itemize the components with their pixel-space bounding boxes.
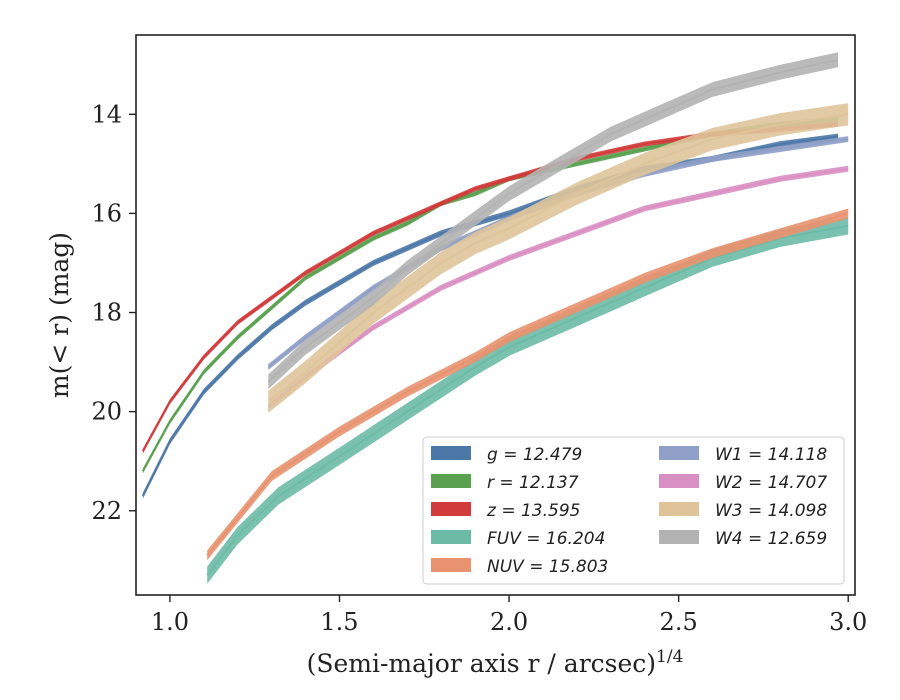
y-tick-label: 16 [91,199,122,227]
series-line-fuv [206,224,849,576]
legend-label-r: r = 12.137 [487,473,579,493]
series-band-z [142,121,839,454]
legend-label-w2: W2 = 14.707 [715,473,827,493]
legend-swatch-g [431,446,471,460]
legend-swatch-w1 [659,446,699,460]
x-tick-label: 3.0 [829,608,867,636]
x-axis-label-main: (Semi-major axis r / arcsec) [307,649,656,678]
y-tick-label: 18 [91,299,122,327]
y-tick-label: 14 [91,100,122,128]
legend-label-z: z = 13.595 [486,501,580,521]
legend-label-g: g = 12.479 [487,445,582,465]
series-line-w3 [267,113,849,403]
y-axis-label: m(< r) (mag) [45,232,74,398]
series-band-r [142,116,839,474]
legend-swatch-w4 [659,530,699,544]
legend: g = 12.479 r = 12.137 z = 13.595 FUV = 16.2… [422,436,845,585]
legend-label-w4: W4 = 12.659 [715,529,827,549]
x-tick-label: 1.0 [151,608,189,636]
legend-swatch-z [431,502,471,516]
legend-label-nuv: NUV = 15.803 [487,557,608,577]
legend-swatch-nuv [431,558,471,572]
legend-swatch-w3 [659,502,699,516]
series-line-r [141,118,839,472]
ticks-layer: 1.0 1.5 2.0 2.5 3.0 14 16 18 20 22 [91,100,867,636]
y-tick-label: 20 [91,398,122,426]
legend-label-w3: W3 = 14.098 [715,501,827,521]
x-axis-label-superscript: 1/4 [656,647,683,667]
series-line-z [141,123,839,452]
series-line-w4 [267,58,839,383]
series-layer [141,52,849,584]
x-tick-label: 2.0 [490,608,528,636]
series-line-nuv [206,212,849,557]
x-axis-label: (Semi-major axis r / arcsec)1/4 [307,647,684,678]
x-tick-label: 1.5 [320,608,358,636]
y-tick-label: 22 [91,497,122,525]
legend-box [422,436,845,585]
plot-frame [135,34,856,596]
legend-label-fuv: FUV = 16.204 [487,529,605,549]
x-tick-label: 2.5 [660,608,698,636]
legend-swatch-w2 [659,474,699,488]
legend-swatch-fuv [431,530,471,544]
legend-swatch-r [431,474,471,488]
legend-label-w1: W1 = 14.118 [715,445,827,465]
